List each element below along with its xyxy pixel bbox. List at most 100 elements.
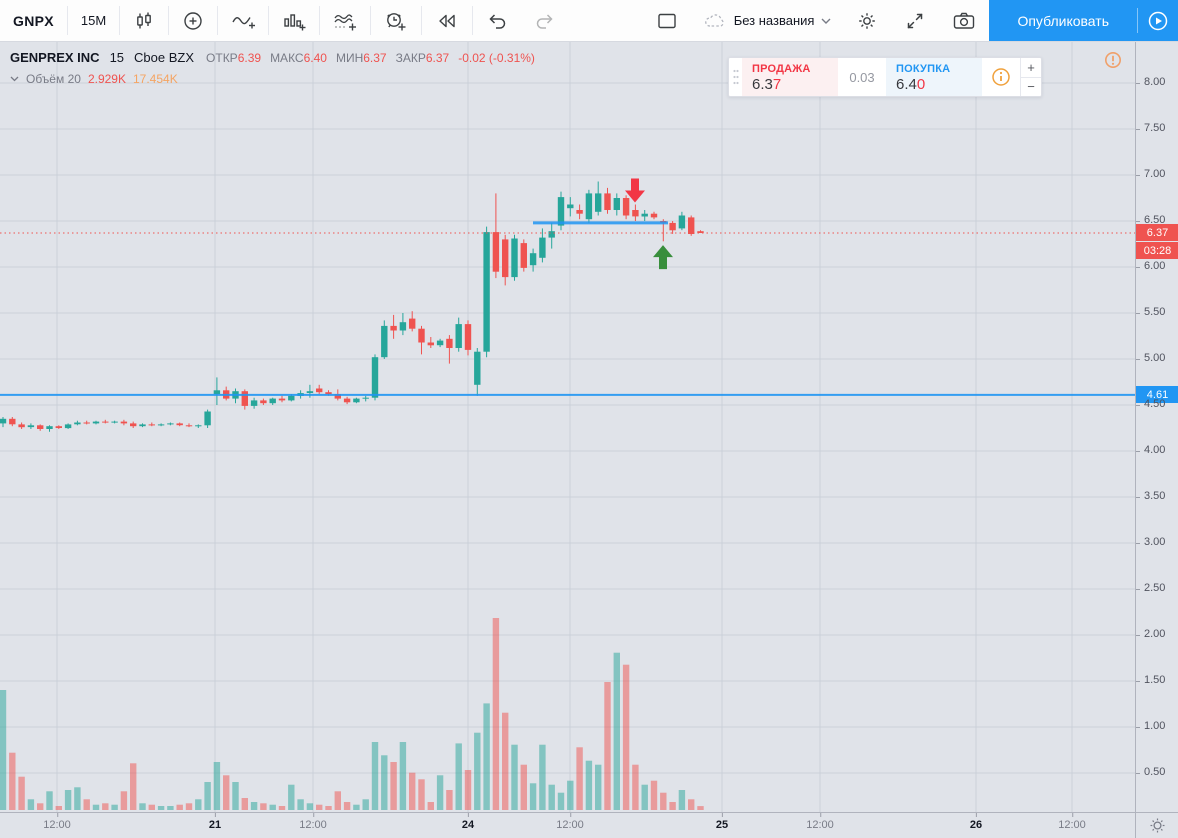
price-tick-label: 3.50 bbox=[1136, 490, 1178, 502]
marker-arrow-up bbox=[653, 245, 673, 270]
legend-ohlc-values: ОТКР6.39 МАКС6.40 МИН6.37 ЗАКР6.37 bbox=[206, 51, 449, 65]
chart-legend: GENPREX INC 15 Cboe BZX ОТКР6.39 МАКС6.4… bbox=[10, 50, 535, 86]
symbol-label: GNPX bbox=[13, 12, 54, 29]
price-tick-label: 1.50 bbox=[1136, 674, 1178, 686]
toolbar-separator bbox=[472, 6, 474, 35]
axis-corner[interactable] bbox=[1135, 812, 1178, 838]
symbol-search-button[interactable]: GNPX bbox=[0, 0, 67, 41]
toolbar-spacer bbox=[569, 0, 643, 41]
fundamentals-button[interactable] bbox=[269, 0, 319, 41]
price-tick-label: 4.00 bbox=[1136, 444, 1178, 456]
cloud-save-icon bbox=[704, 13, 724, 27]
volume-study-row: Объём 20 2.929K 17.454K bbox=[10, 72, 535, 86]
interval-button[interactable]: 15M bbox=[68, 0, 119, 41]
price-tick-label: 2.50 bbox=[1136, 582, 1178, 594]
undo-icon bbox=[489, 13, 506, 29]
data-warning-icon[interactable] bbox=[1104, 51, 1122, 74]
bar-countdown-badge: 03:28 bbox=[1136, 242, 1178, 259]
layout-name-menu[interactable]: Без названия bbox=[691, 0, 844, 41]
layout-select-button[interactable] bbox=[643, 0, 691, 41]
gear-icon bbox=[859, 12, 876, 29]
compare-plus-icon bbox=[184, 11, 202, 30]
price-tick-label: 5.50 bbox=[1136, 306, 1178, 318]
legend-high: МАКС6.40 bbox=[270, 51, 327, 65]
time-tick-day-label: 26 bbox=[969, 813, 983, 831]
time-tick-day-label: 25 bbox=[715, 813, 729, 831]
indicators-button[interactable] bbox=[218, 0, 268, 41]
publish-button[interactable]: Опубликовать bbox=[989, 0, 1178, 41]
time-tick-day-label: 21 bbox=[208, 813, 222, 831]
alarm-clock-plus-icon bbox=[387, 12, 406, 30]
stepper-minus-button[interactable]: − bbox=[1027, 79, 1035, 95]
toolbar-separator bbox=[66, 6, 68, 35]
sell-price: 6.37 bbox=[752, 75, 782, 93]
widget-drag-handle[interactable] bbox=[729, 58, 742, 96]
legend-interval[interactable]: 15 bbox=[109, 50, 125, 65]
snapshot-button[interactable] bbox=[939, 0, 989, 41]
chart-style-button[interactable] bbox=[120, 0, 168, 41]
toolbar-right-group: Без названия bbox=[643, 0, 1178, 41]
time-tick-label: 12:00 bbox=[556, 813, 584, 831]
spread-value: 0.03 bbox=[838, 58, 886, 96]
toolbar-separator bbox=[421, 6, 423, 35]
price-tick-label: 1.00 bbox=[1136, 720, 1178, 732]
legend-low: МИН6.37 bbox=[335, 51, 387, 65]
price-tick-label: 7.50 bbox=[1136, 122, 1178, 134]
price-tick-label: 8.00 bbox=[1136, 76, 1178, 88]
toolbar-separator bbox=[119, 6, 121, 35]
fullscreen-icon bbox=[908, 13, 923, 28]
camera-icon bbox=[954, 12, 975, 29]
time-tick-day-label: 24 bbox=[461, 813, 475, 831]
create-alert-button[interactable] bbox=[371, 0, 421, 41]
drawn-line-price-badge: 4.61 bbox=[1136, 386, 1178, 403]
fullscreen-button[interactable] bbox=[891, 0, 939, 41]
legend-exchange: Cboe BZX bbox=[134, 50, 195, 65]
publish-play-menu[interactable] bbox=[1138, 0, 1178, 41]
volume-study-label[interactable]: Объём 20 bbox=[26, 72, 81, 86]
legend-symbol-title[interactable]: GENPREX INC bbox=[10, 50, 100, 65]
indicator-templates-button[interactable] bbox=[320, 0, 370, 41]
interval-label: 15M bbox=[80, 13, 107, 28]
sell-button[interactable]: ПРОДАЖА 6.37 bbox=[742, 58, 838, 96]
publish-label: Опубликовать bbox=[1017, 12, 1109, 29]
top-toolbar: GNPX 15M bbox=[0, 0, 1178, 42]
publish-divider bbox=[1137, 8, 1138, 33]
time-tick-label: 12:00 bbox=[299, 813, 327, 831]
undo-button[interactable] bbox=[473, 0, 521, 41]
toolbar-separator bbox=[168, 6, 170, 35]
legend-change: -0.02 (-0.31%) bbox=[458, 51, 535, 65]
price-tick-label: 3.00 bbox=[1136, 536, 1178, 548]
price-axis[interactable]: 6.37 03:28 4.61 8.00 7.50 7.00 6.50 6.00 5.50… bbox=[1135, 42, 1178, 812]
candlestick-icon bbox=[137, 12, 152, 28]
buy-button[interactable]: ПОКУПКА 6.40 bbox=[886, 58, 982, 96]
info-icon bbox=[992, 68, 1010, 86]
price-tick-label: 4.50 bbox=[1136, 398, 1178, 410]
last-price-badge: 6.37 bbox=[1136, 224, 1178, 241]
legend-open: ОТКР6.39 bbox=[206, 51, 262, 65]
buy-price: 6.40 bbox=[896, 75, 926, 93]
time-tick-label: 12:00 bbox=[43, 813, 71, 831]
toolbar-separator bbox=[370, 6, 372, 35]
price-tick-label: 6.50 bbox=[1136, 214, 1178, 226]
price-tick-label: 5.00 bbox=[1136, 352, 1178, 364]
indicators-icon bbox=[232, 16, 256, 28]
volume-ma-value: 17.454K bbox=[132, 72, 178, 86]
chart-settings-button[interactable] bbox=[843, 0, 891, 41]
compare-button[interactable] bbox=[169, 0, 217, 41]
chevron-down-icon bbox=[821, 18, 831, 24]
collapse-chevron-icon[interactable] bbox=[10, 76, 19, 82]
quantity-stepper: + − bbox=[1020, 58, 1041, 96]
toolbar-separator bbox=[217, 6, 219, 35]
toolbar-separator bbox=[319, 6, 321, 35]
bar-replay-button[interactable] bbox=[422, 0, 472, 41]
widget-info-button[interactable] bbox=[982, 58, 1020, 96]
redo-icon bbox=[536, 13, 553, 29]
time-axis[interactable]: 12:00 21 12:00 24 12:00 25 12:00 26 12:00 bbox=[0, 812, 1135, 838]
sell-label: ПРОДАЖА bbox=[752, 62, 811, 75]
stepper-plus-button[interactable]: + bbox=[1021, 58, 1041, 78]
replay-rewind-icon bbox=[439, 14, 455, 27]
columns-plus-icon bbox=[284, 13, 306, 30]
chart-canvas[interactable] bbox=[0, 42, 1135, 812]
redo-button[interactable] bbox=[521, 0, 569, 41]
price-tick-label: 7.00 bbox=[1136, 168, 1178, 180]
